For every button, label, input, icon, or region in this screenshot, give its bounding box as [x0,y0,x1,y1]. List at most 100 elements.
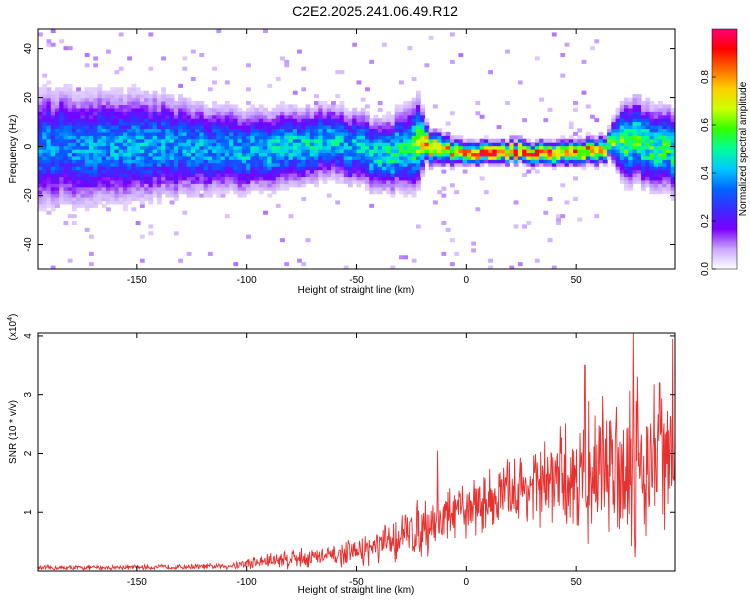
heatmap-cell [76,197,82,202]
heatmap-cell [169,101,175,106]
heatmap-cell [267,176,273,181]
heatmap-cell [93,125,99,130]
heatmap-cell [407,125,413,130]
heatmap-cell [105,90,111,95]
heatmap-cell [364,125,370,130]
heatmap-cell [229,173,234,178]
heatmap-cell [135,186,141,191]
heatmap-cell [492,162,498,167]
heatmap-cell [386,149,392,154]
heatmap-cell [88,149,94,154]
heatmap-cell [135,125,141,130]
heatmap-cell [161,90,166,95]
heatmap-cell [628,121,634,126]
heatmap-cell [195,101,200,106]
heatmap-cell [364,152,370,157]
heatmap-cell [543,118,549,123]
heatmap-cell [284,107,290,112]
heatmap-cell [42,162,48,167]
heatmap-cell [118,111,124,116]
heatmap-cell [76,179,82,184]
heatmap-cell [394,104,400,109]
heatmap-cell [114,190,120,195]
heatmap-cell [182,131,188,136]
heatmap-cell [602,138,608,143]
heatmap-cell [50,131,56,136]
heatmap-cell [411,186,417,191]
heatmap-cell [186,193,192,198]
heatmap-cell [598,145,604,150]
heatmap-cell [59,118,65,123]
heatmap-cell [114,186,120,191]
heatmap-cell [411,135,417,140]
heatmap-cell [381,42,387,47]
heatmap-cell [97,162,103,167]
heatmap-cell [415,173,421,178]
heatmap-cell [551,155,557,160]
heatmap-cell [288,173,294,178]
heatmap-cell [602,142,608,147]
heatmap-cell [173,155,179,160]
heatmap-cell [67,94,73,99]
heatmap-cell [305,128,311,133]
heatmap-cell [156,166,162,171]
heatmap-cell [203,131,209,136]
heatmap-cell [292,131,298,136]
heatmap-cell [415,149,421,154]
heatmap-cell [182,166,188,171]
heatmap-cell [309,131,315,136]
heatmap-cell [373,138,379,143]
heatmap-cell [105,207,111,212]
heatmap-cell [590,159,595,164]
heatmap-cell [267,128,273,133]
heatmap-cell [135,131,141,136]
heatmap-cell [203,152,209,157]
heatmap-cell [88,111,94,116]
heatmap-cell [653,166,659,171]
heatmap-cell [139,90,145,95]
heatmap-cell [534,138,540,143]
heatmap-cell [93,173,99,178]
heatmap-cell [670,138,675,143]
heatmap-cell [641,173,646,178]
heatmap-cell [488,149,493,154]
heatmap-cell [645,107,651,112]
heatmap-cell [284,125,290,130]
heatmap-cell [280,125,285,130]
heatmap-cell [577,155,583,160]
heatmap-cell [488,155,493,160]
heatmap-cell [666,128,672,133]
heatmap-cell [88,190,94,195]
heatmap-cell [46,155,52,160]
heatmap-cell [67,118,73,123]
heatmap-cell [173,231,179,236]
heatmap-cell [373,179,379,184]
heatmap-cell [292,104,298,109]
heatmap-cell [250,131,256,136]
heatmap-cell [263,152,268,157]
heatmap-cell [309,138,315,143]
heatmap-cell [314,107,319,112]
heatmap-cell [67,193,73,198]
heatmap-cell [50,125,56,130]
heatmap-cell [556,221,561,226]
heatmap-cell [670,135,675,140]
heatmap-cell [475,162,481,167]
heatmap-cell [280,118,285,123]
heatmap-cell [373,114,379,119]
heatmap-cell [216,166,222,171]
heatmap-cell [390,190,396,195]
heatmap-cell [101,125,107,130]
heatmap-cell [369,186,375,191]
heatmap-cell [339,121,345,126]
heatmap-cell [314,101,319,106]
heatmap-cell [356,125,362,130]
heatmap-cell [415,142,421,147]
heatmap-cell [203,145,209,150]
heatmap-cell [636,101,642,106]
heatmap-cell [263,210,268,215]
heatmap-cell [326,169,332,174]
heatmap-cell [118,94,124,99]
heatmap-cell [237,159,243,164]
heatmap-cell [258,162,264,167]
